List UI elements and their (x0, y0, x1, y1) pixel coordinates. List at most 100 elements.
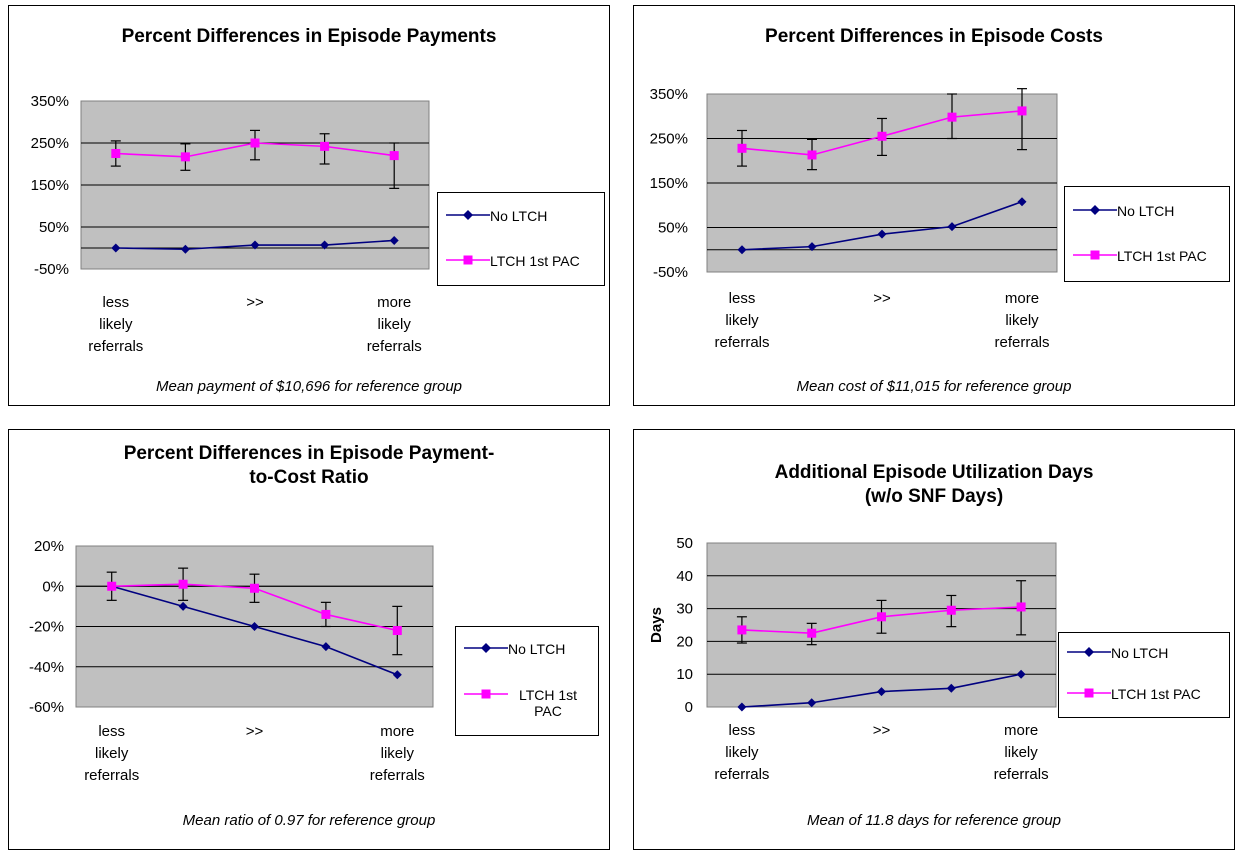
data-point-ltch-1st-pac (737, 143, 747, 153)
legend-item-no-ltch: No LTCH (438, 206, 604, 236)
chart-panel-payment-to-cost-ratio: Percent Differences in Episode Payment- … (8, 429, 610, 850)
chart-legend: No LTCH LTCH 1st PAC (455, 626, 599, 736)
x-category-label: referrals (370, 767, 425, 784)
chart-panel-payments: Percent Differences in Episode Payments … (8, 5, 610, 406)
legend-marker-square-icon (464, 689, 508, 699)
y-tick-label: 350% (650, 86, 688, 103)
data-point-no-ltch (250, 622, 259, 631)
x-category-label: likely (95, 745, 129, 762)
legend-item-ltch-1st-pac: LTCH 1st PAC (438, 251, 604, 281)
chart-plot: 50 40 30 20 10 0 Days less likely referrals >> more… (648, 535, 1057, 783)
legend-label: LTCH 1st PAC (1117, 248, 1207, 264)
data-point-no-ltch (877, 229, 887, 239)
data-point-ltch-1st-pac (321, 609, 331, 619)
data-point-no-ltch (807, 698, 817, 708)
data-point-no-ltch (947, 222, 957, 232)
y-tick-label: 250% (31, 135, 69, 152)
data-point-ltch-1st-pac (877, 612, 886, 622)
x-category-label: referrals (88, 338, 143, 355)
data-point-ltch-1st-pac (947, 112, 957, 122)
x-category-label: likely (725, 744, 759, 761)
legend-item-no-ltch: No LTCH (456, 639, 598, 669)
y-tick-label: 150% (650, 175, 688, 192)
data-point-no-ltch (1016, 669, 1026, 679)
x-category-label: more (380, 723, 414, 740)
chart-panel-utilization-days: Additional Episode Utilization Days (w/o… (633, 429, 1235, 850)
data-point-ltch-1st-pac (877, 131, 887, 141)
chart-legend: No LTCH LTCH 1st PAC (1058, 632, 1230, 718)
data-point-ltch-1st-pac (320, 141, 330, 151)
data-point-ltch-1st-pac (111, 149, 121, 158)
y-tick-label: 30 (676, 601, 693, 618)
chart-footnote: Mean of 11.8 days for reference group (806, 812, 1062, 829)
y-tick-label: 0 (685, 699, 693, 716)
data-point-no-ltch (178, 601, 188, 611)
data-point-ltch-1st-pac (807, 628, 817, 638)
y-tick-label: 10 (676, 666, 693, 683)
legend-marker-diamond-icon (446, 210, 490, 220)
y-tick-label: -50% (653, 264, 688, 281)
y-tick-label: 0% (42, 578, 64, 595)
data-point-no-ltch (946, 683, 956, 693)
legend-item-ltch-1st-pac: LTCH 1st PAC (1065, 246, 1229, 276)
legend-marker-diamond-icon (464, 643, 508, 653)
data-point-ltch-1st-pac (389, 151, 399, 161)
x-category-label: referrals (714, 766, 769, 783)
x-category-label: more (1004, 722, 1038, 739)
data-point-no-ltch (320, 240, 330, 250)
legend-label: No LTCH (508, 641, 566, 657)
chart-title-line: Percent Differences in Episode Costs (765, 26, 1103, 47)
legend-item-ltch-1st-pac: LTCH 1st PAC (1059, 684, 1229, 714)
chart-footnote: Mean payment of $10,696 for reference gr… (155, 378, 463, 395)
data-point-ltch-1st-pac (250, 138, 260, 148)
data-point-ltch-1st-pac (737, 625, 747, 635)
x-category-label: less (102, 294, 129, 311)
data-point-ltch-1st-pac (392, 626, 402, 636)
chart-title-line: to-Cost Ratio (249, 467, 369, 488)
data-point-no-ltch (321, 642, 331, 652)
x-category-label: referrals (84, 767, 139, 784)
legend-label: No LTCH (490, 208, 548, 224)
chart-title-line: Percent Differences in Episode Payments (121, 26, 497, 47)
chart-legend: No LTCH LTCH 1st PAC (437, 192, 605, 286)
x-category-label: likely (1005, 312, 1039, 329)
x-category-label: likely (1004, 744, 1038, 761)
legend-label: No LTCH (1111, 645, 1169, 661)
x-category-label: more (1005, 290, 1039, 307)
data-point-ltch-1st-pac (178, 579, 188, 589)
data-point-no-ltch (250, 240, 260, 250)
x-category-label: likely (381, 745, 415, 762)
y-tick-label: 50% (658, 220, 688, 237)
y-tick-label: -60% (29, 699, 64, 716)
data-point-ltch-1st-pac (807, 150, 817, 160)
chart-title-line: (w/o SNF Days) (864, 486, 1004, 507)
chart-plot: 20% 0% -20% -40% -60% less likely referrals >> mo… (29, 538, 434, 784)
legend-label: LTCH 1st PAC (508, 687, 588, 719)
data-point-ltch-1st-pac (107, 581, 117, 591)
y-tick-label: -50% (34, 261, 69, 278)
data-point-ltch-1st-pac (250, 583, 259, 593)
data-point-ltch-1st-pac (1017, 106, 1027, 116)
data-point-no-ltch (392, 670, 402, 680)
legend-marker-square-icon (1073, 250, 1117, 260)
x-category-label: >> (873, 722, 891, 739)
data-point-no-ltch (111, 243, 121, 253)
data-point-no-ltch (180, 244, 190, 254)
legend-item-no-ltch: No LTCH (1059, 643, 1229, 673)
x-category-label: more (377, 294, 411, 311)
legend-item-no-ltch: No LTCH (1065, 201, 1229, 231)
chart-plot: 350% 250% 150% 50% -50% less likely referrals >>… (31, 93, 430, 355)
chart-plot: 350% 250% 150% 50% -50% less likely referrals >>… (650, 86, 1058, 351)
x-category-label: less (729, 290, 756, 307)
chart-legend: No LTCH LTCH 1st PAC (1064, 186, 1230, 282)
chart-title: Percent Differences in Episode Payment- … (9, 442, 609, 490)
data-point-no-ltch (1017, 197, 1027, 207)
legend-label: LTCH 1st PAC (1111, 686, 1201, 702)
y-tick-label: -40% (29, 659, 64, 676)
data-point-ltch-1st-pac (180, 152, 190, 162)
x-category-label: likely (725, 312, 759, 329)
x-category-label: referrals (714, 334, 769, 351)
x-category-label: less (729, 722, 756, 739)
data-point-no-ltch (737, 702, 747, 712)
legend-marker-square-icon (446, 255, 490, 265)
